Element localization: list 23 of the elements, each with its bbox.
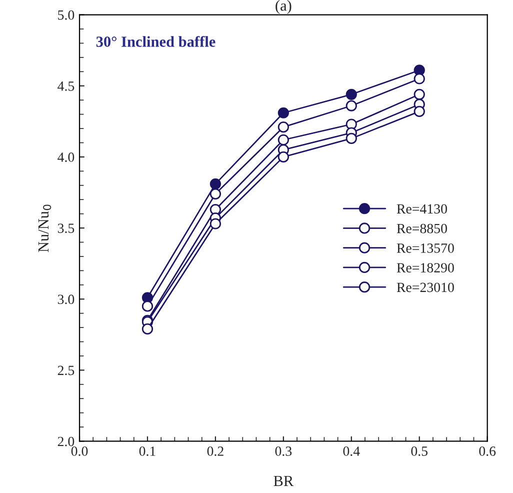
y-tick-label: 3.5 <box>58 224 74 234</box>
legend-label: Re=23010 <box>396 282 454 292</box>
legend-label: Re=8850 <box>396 224 447 234</box>
y-axis-title: Nu/Nu$_{0}$ <box>38 204 52 252</box>
legend-label: Re=13570 <box>396 243 454 253</box>
x-axis-title: BR <box>274 476 294 486</box>
chart-title: (a) <box>276 0 292 14</box>
annotation: 30° Inclined baffle <box>96 36 216 47</box>
y-tick-label: 4.0 <box>58 152 74 162</box>
x-tick-label: 0.5 <box>411 446 428 456</box>
y-tick-label: 4.5 <box>58 82 74 91</box>
x-tick-label: 0.1 <box>139 446 156 456</box>
legend-label: Re=4130 <box>396 204 447 214</box>
y-tick-label: 3.0 <box>58 294 74 304</box>
y-tick-label: 5.0 <box>58 10 74 20</box>
legend-label: Re=18290 <box>396 263 454 272</box>
y-tick-label: 2.5 <box>58 366 74 376</box>
y-tick-label: 2.0 <box>58 436 74 446</box>
x-tick-label: 0.2 <box>207 446 224 456</box>
x-tick-label: 0.4 <box>343 446 360 456</box>
x-tick-label: 0.3 <box>275 446 292 456</box>
x-tick-label: 0.6 <box>479 446 496 456</box>
x-tick-label: 0.0 <box>71 446 88 456</box>
